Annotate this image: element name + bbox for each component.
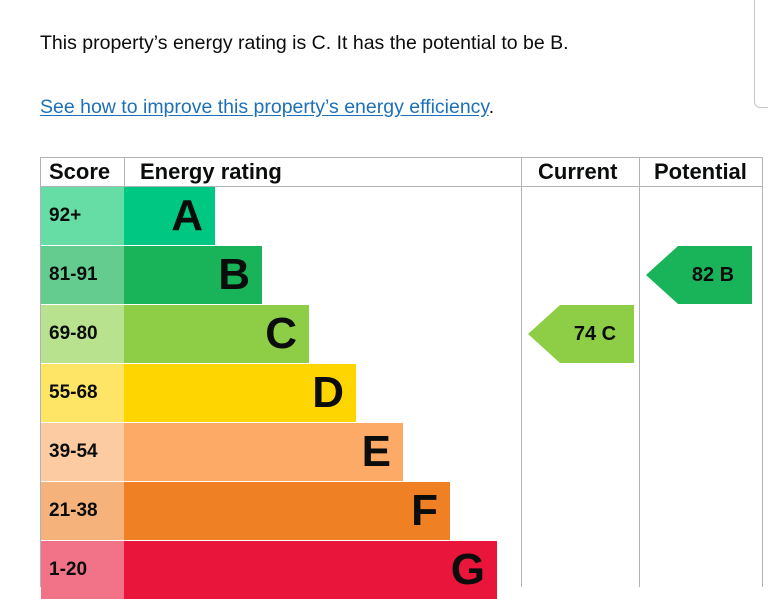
chart-right-border (762, 157, 763, 587)
band-letter: G (450, 545, 485, 594)
band-letter: D (312, 368, 344, 417)
current-rating-value: 74 (573, 323, 597, 345)
potential-rating-letter: B (719, 264, 735, 286)
header-energy-rating: Energy rating (140, 159, 282, 184)
band-bar: A (124, 187, 215, 245)
header-current: Current (538, 159, 618, 184)
current-rating-arrow: 74 C (528, 305, 634, 363)
band-score: 21-38 (41, 482, 124, 540)
band-score: 81-91 (41, 246, 124, 304)
energy-rating-chart: Score Energy rating Current Potential 92… (40, 157, 763, 599)
band-bar: B (124, 246, 262, 304)
score-column-divider (124, 157, 125, 186)
chart-top-border (40, 157, 763, 158)
potential-rating-value: 82 (691, 264, 715, 286)
band-score: 69-80 (41, 305, 124, 363)
scroll-panel-edge[interactable] (754, 0, 768, 108)
band-letter: C (265, 309, 297, 358)
current-rating-letter: C (601, 323, 617, 345)
band-score: 1-20 (41, 541, 124, 599)
band-score: 55-68 (41, 364, 124, 422)
band-letter: F (411, 486, 438, 535)
improve-suffix: . (488, 96, 495, 118)
band-bar: F (124, 482, 450, 540)
improve-paragraph: See how to improve this property’s energ… (40, 94, 494, 120)
band-letter: B (218, 250, 250, 299)
band-bar: E (124, 423, 403, 481)
band-letter: E (361, 427, 391, 476)
band-bar: D (124, 364, 356, 422)
chart-header-divider (40, 186, 763, 187)
energy-rating-summary: This property’s energy rating is C. It h… (40, 32, 569, 54)
band-score: 92+ (41, 187, 124, 245)
band-letter: A (171, 191, 203, 240)
band-bar: G (124, 541, 497, 599)
header-score: Score (49, 159, 111, 184)
potential-column-left-border (639, 157, 640, 587)
header-potential: Potential (654, 159, 747, 184)
band-score: 39-54 (41, 423, 124, 481)
potential-rating-arrow: 82 B (646, 246, 752, 304)
improve-energy-efficiency-link[interactable]: See how to improve this property’s energ… (40, 96, 489, 118)
chart-left-border (40, 157, 41, 587)
band-bar: C (124, 305, 309, 363)
current-column-left-border (521, 157, 522, 587)
